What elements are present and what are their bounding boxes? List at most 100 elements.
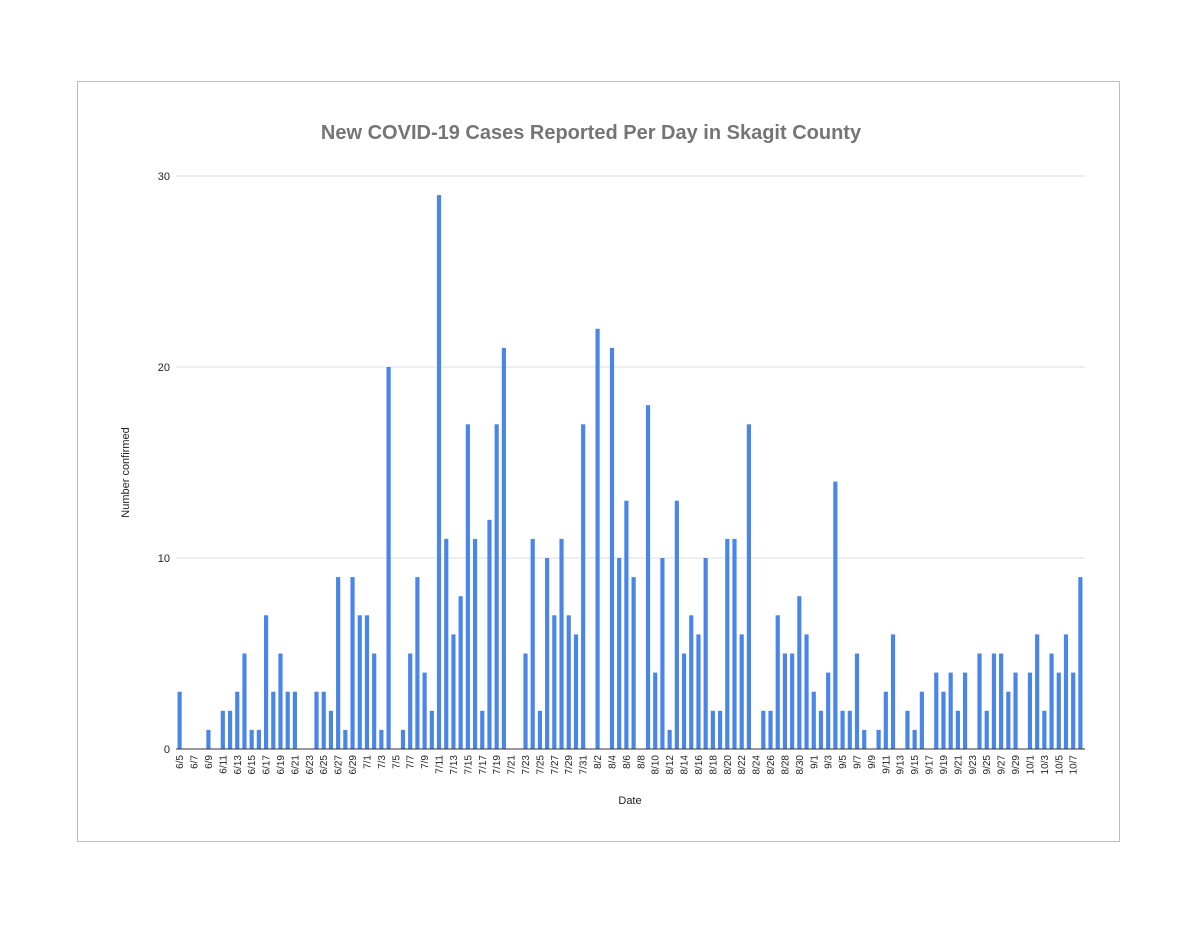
bar xyxy=(487,519,492,749)
x-tick-label: 9/17 xyxy=(925,755,936,775)
bar xyxy=(177,691,182,749)
bar xyxy=(934,672,939,749)
x-tick-label: 9/13 xyxy=(896,755,907,775)
x-tick-label: 8/28 xyxy=(780,755,791,775)
bar xyxy=(472,538,478,749)
x-tick-label: 9/15 xyxy=(910,755,921,775)
bar xyxy=(631,577,636,749)
x-tick-label: 6/5 xyxy=(175,755,186,769)
x-tick-label: 7/23 xyxy=(521,755,532,775)
x-tick-label: 9/9 xyxy=(867,755,878,769)
bar xyxy=(876,729,881,749)
bar xyxy=(415,577,420,749)
y-tick-label: 20 xyxy=(158,362,170,374)
bar xyxy=(689,615,694,749)
bar xyxy=(206,729,211,749)
bar xyxy=(681,653,687,749)
y-tick-label: 30 xyxy=(158,171,170,183)
bar xyxy=(797,596,802,749)
x-tick-label: 6/9 xyxy=(204,755,215,769)
bar xyxy=(653,672,658,749)
bar xyxy=(537,710,543,749)
bar xyxy=(941,691,946,749)
y-tick-label: 10 xyxy=(158,553,170,565)
x-tick-label: 9/5 xyxy=(838,755,849,769)
bar xyxy=(220,710,225,749)
x-tick-label: 7/7 xyxy=(406,755,417,769)
bar xyxy=(854,653,860,749)
x-tick-label: 7/25 xyxy=(535,755,546,775)
x-tick-label: 9/21 xyxy=(953,755,964,775)
bar xyxy=(1006,691,1011,749)
bar xyxy=(581,424,586,749)
bar xyxy=(573,634,579,749)
bar xyxy=(422,672,427,749)
bar xyxy=(674,500,679,749)
bar xyxy=(263,615,269,749)
bar xyxy=(1013,672,1018,749)
x-tick-label: 10/7 xyxy=(1069,755,1080,775)
bar xyxy=(451,634,456,749)
x-tick-label: 7/17 xyxy=(478,755,489,775)
x-tick-label: 7/5 xyxy=(391,755,402,769)
bar xyxy=(350,577,355,749)
x-tick-label: 9/19 xyxy=(939,755,950,775)
bar xyxy=(999,653,1004,749)
x-tick-label: 8/10 xyxy=(651,755,662,775)
bar xyxy=(667,729,672,749)
bar xyxy=(818,710,824,749)
x-tick-label: 6/25 xyxy=(319,755,330,775)
x-tick-label: 8/18 xyxy=(708,755,719,775)
bar xyxy=(465,424,470,749)
bar xyxy=(826,672,831,749)
x-tick-label: 7/19 xyxy=(492,755,503,775)
x-tick-label: 6/19 xyxy=(276,755,287,775)
x-tick-label: 6/13 xyxy=(233,755,244,775)
bar xyxy=(991,653,997,749)
x-tick-label: 9/23 xyxy=(968,755,979,775)
bar xyxy=(782,653,788,749)
bar xyxy=(1063,634,1069,749)
bar xyxy=(811,691,816,749)
bar xyxy=(1049,653,1054,749)
bar xyxy=(717,710,723,749)
bar xyxy=(1071,672,1076,749)
x-tick-label: 8/16 xyxy=(694,755,705,775)
chart-title: New COVID-19 Cases Reported Per Day in S… xyxy=(321,122,862,144)
bar xyxy=(609,347,615,749)
y-axis-title: Number confirmed xyxy=(120,427,132,517)
x-tick-label: 7/21 xyxy=(507,755,518,775)
x-tick-label: 7/1 xyxy=(362,755,373,769)
bar xyxy=(235,691,240,749)
x-tick-label: 9/25 xyxy=(982,755,993,775)
bar xyxy=(790,653,795,749)
x-tick-label: 6/17 xyxy=(262,755,273,775)
x-tick-label: 9/29 xyxy=(1011,755,1022,775)
bar xyxy=(386,367,391,749)
bar xyxy=(379,729,384,749)
x-tick-label: 8/12 xyxy=(665,755,676,775)
bar xyxy=(480,710,485,749)
x-tick-label: 9/7 xyxy=(853,755,864,769)
bar xyxy=(458,596,463,749)
bar xyxy=(336,577,341,749)
bar xyxy=(328,710,334,749)
bar xyxy=(1027,672,1033,749)
bar xyxy=(271,691,276,749)
bar xyxy=(1042,710,1047,749)
bar xyxy=(833,481,838,749)
x-tick-label: 6/11 xyxy=(218,755,229,774)
bar xyxy=(552,615,557,749)
x-tick-label: 8/2 xyxy=(593,755,604,769)
bar xyxy=(523,653,528,749)
bar xyxy=(343,729,348,749)
bar xyxy=(292,691,297,749)
x-tick-labels: 6/5 6/7 6/9 6/11 6/13 6/15 6/17 6/19 6/21 6/23 6/2… xyxy=(175,755,1080,775)
bar xyxy=(494,424,499,749)
bar xyxy=(501,347,506,749)
bar xyxy=(710,710,715,749)
bar xyxy=(227,710,233,749)
bar xyxy=(624,500,629,749)
bar xyxy=(242,653,247,749)
bar xyxy=(775,615,780,749)
